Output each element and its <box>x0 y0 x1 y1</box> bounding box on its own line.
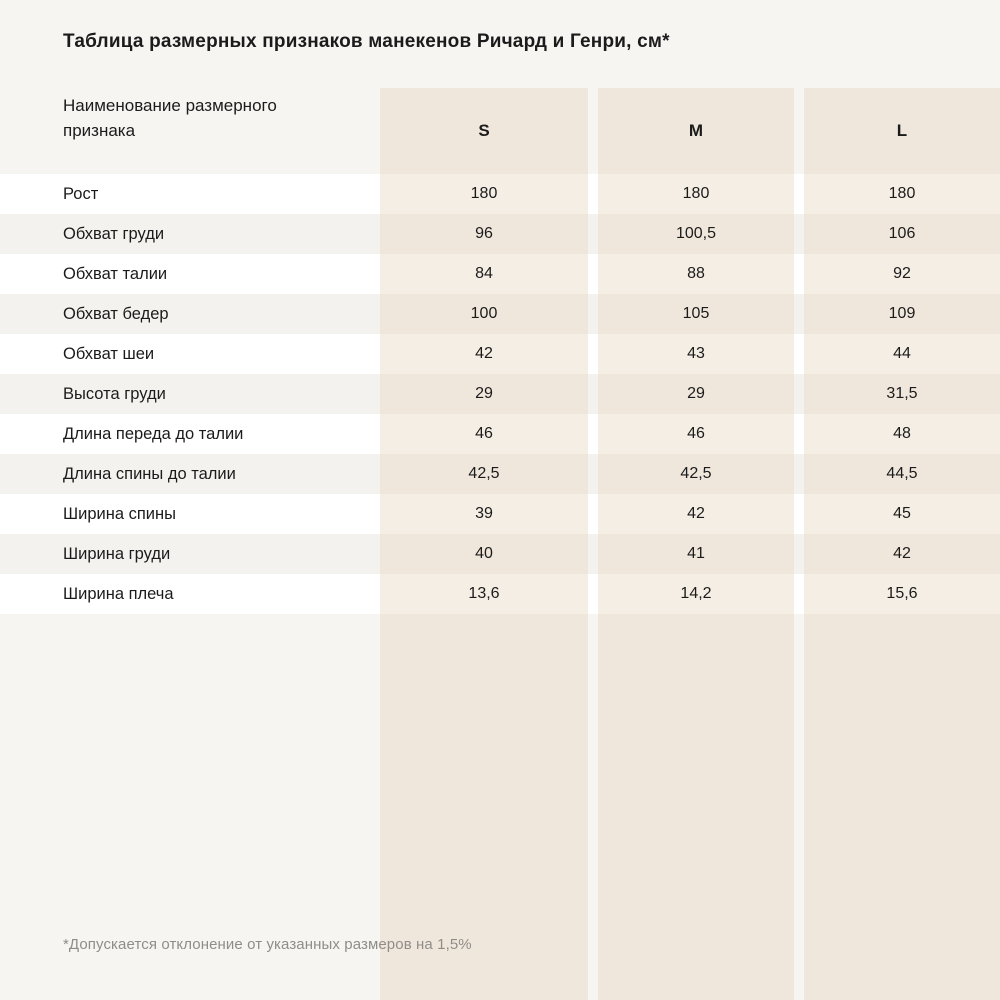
row-label: Ширина спины <box>63 504 176 523</box>
value-m: 41 <box>598 534 794 574</box>
value-m: 14,2 <box>598 574 794 614</box>
band-s <box>380 614 588 1000</box>
value-l: 106 <box>804 214 1000 254</box>
column-gap <box>794 614 804 1000</box>
value-l: 15,6 <box>804 574 1000 614</box>
column-gap <box>588 534 598 574</box>
band-m <box>598 614 794 1000</box>
value-l: 180 <box>804 174 1000 214</box>
row-label: Высота груди <box>63 384 166 403</box>
column-header-size-s: S <box>380 88 588 174</box>
value-m: 105 <box>598 294 794 334</box>
value-m: 46 <box>598 414 794 454</box>
column-gap <box>794 214 804 254</box>
column-gap <box>794 334 804 374</box>
value-s: 40 <box>380 534 588 574</box>
value-s: 13,6 <box>380 574 588 614</box>
column-gap <box>794 534 804 574</box>
value-s: 29 <box>380 374 588 414</box>
table-body: Рост 180 180 180 Обхват груди 96 100,5 106 Обхва… <box>0 174 1000 614</box>
value-s: 84 <box>380 254 588 294</box>
column-gap <box>588 414 598 454</box>
table-row: Рост 180 180 180 <box>0 174 1000 214</box>
table-row: Обхват бедер 100 105 109 <box>0 294 1000 334</box>
row-label: Длина переда до талии <box>63 424 244 443</box>
column-gap <box>794 88 804 174</box>
column-band-filler <box>0 614 1000 1000</box>
column-header-feature-name: Наименование размерного признака <box>63 96 277 140</box>
value-l: 44,5 <box>804 454 1000 494</box>
value-l: 44 <box>804 334 1000 374</box>
row-label: Рост <box>63 184 99 203</box>
value-l: 45 <box>804 494 1000 534</box>
value-l: 31,5 <box>804 374 1000 414</box>
column-gap <box>588 334 598 374</box>
value-l: 109 <box>804 294 1000 334</box>
table-header-row: Наименование размерного признака S M L <box>0 88 1000 174</box>
table-row: Обхват груди 96 100,5 106 <box>0 214 1000 254</box>
table-row: Высота груди 29 29 31,5 <box>0 374 1000 414</box>
row-label: Обхват талии <box>63 264 168 283</box>
table-row: Обхват шеи 42 43 44 <box>0 334 1000 374</box>
column-gap <box>794 174 804 214</box>
column-gap <box>794 574 804 614</box>
column-gap <box>588 214 598 254</box>
column-gap <box>588 574 598 614</box>
column-gap <box>794 374 804 414</box>
column-gap <box>588 294 598 334</box>
column-gap <box>588 494 598 534</box>
column-gap <box>794 254 804 294</box>
table-row: Обхват талии 84 88 92 <box>0 254 1000 294</box>
row-label: Ширина груди <box>63 544 171 563</box>
column-header-size-l: L <box>804 88 1000 174</box>
value-s: 96 <box>380 214 588 254</box>
footnote: *Допускается отклонение от указанных раз… <box>63 936 472 953</box>
value-s: 39 <box>380 494 588 534</box>
column-gap <box>794 454 804 494</box>
column-gap <box>588 374 598 414</box>
table-row: Ширина груди 40 41 42 <box>0 534 1000 574</box>
value-m: 42,5 <box>598 454 794 494</box>
table-row: Ширина плеча 13,6 14,2 15,6 <box>0 574 1000 614</box>
value-m: 29 <box>598 374 794 414</box>
column-gap <box>588 174 598 214</box>
column-header-size-m: M <box>598 88 794 174</box>
row-label: Обхват бедер <box>63 304 169 323</box>
value-m: 42 <box>598 494 794 534</box>
value-l: 92 <box>804 254 1000 294</box>
table-row: Длина спины до талии 42,5 42,5 44,5 <box>0 454 1000 494</box>
value-l: 42 <box>804 534 1000 574</box>
value-m: 88 <box>598 254 794 294</box>
column-gap <box>588 88 598 174</box>
row-label: Ширина плеча <box>63 584 174 603</box>
row-label: Обхват шеи <box>63 344 155 363</box>
column-gap <box>588 614 598 1000</box>
value-m: 100,5 <box>598 214 794 254</box>
page-title: Таблица размерных признаков манекенов Ри… <box>63 31 670 52</box>
value-s: 46 <box>380 414 588 454</box>
value-s: 180 <box>380 174 588 214</box>
value-s: 42,5 <box>380 454 588 494</box>
column-gap <box>588 254 598 294</box>
value-m: 180 <box>598 174 794 214</box>
column-gap <box>794 494 804 534</box>
table-row: Длина переда до талии 46 46 48 <box>0 414 1000 454</box>
value-m: 43 <box>598 334 794 374</box>
column-gap <box>794 414 804 454</box>
row-label: Длина спины до талии <box>63 464 236 483</box>
column-gap <box>588 454 598 494</box>
value-s: 100 <box>380 294 588 334</box>
column-gap <box>794 294 804 334</box>
value-l: 48 <box>804 414 1000 454</box>
band-l <box>804 614 1000 1000</box>
value-s: 42 <box>380 334 588 374</box>
table-row: Ширина спины 39 42 45 <box>0 494 1000 534</box>
row-label: Обхват груди <box>63 224 165 243</box>
